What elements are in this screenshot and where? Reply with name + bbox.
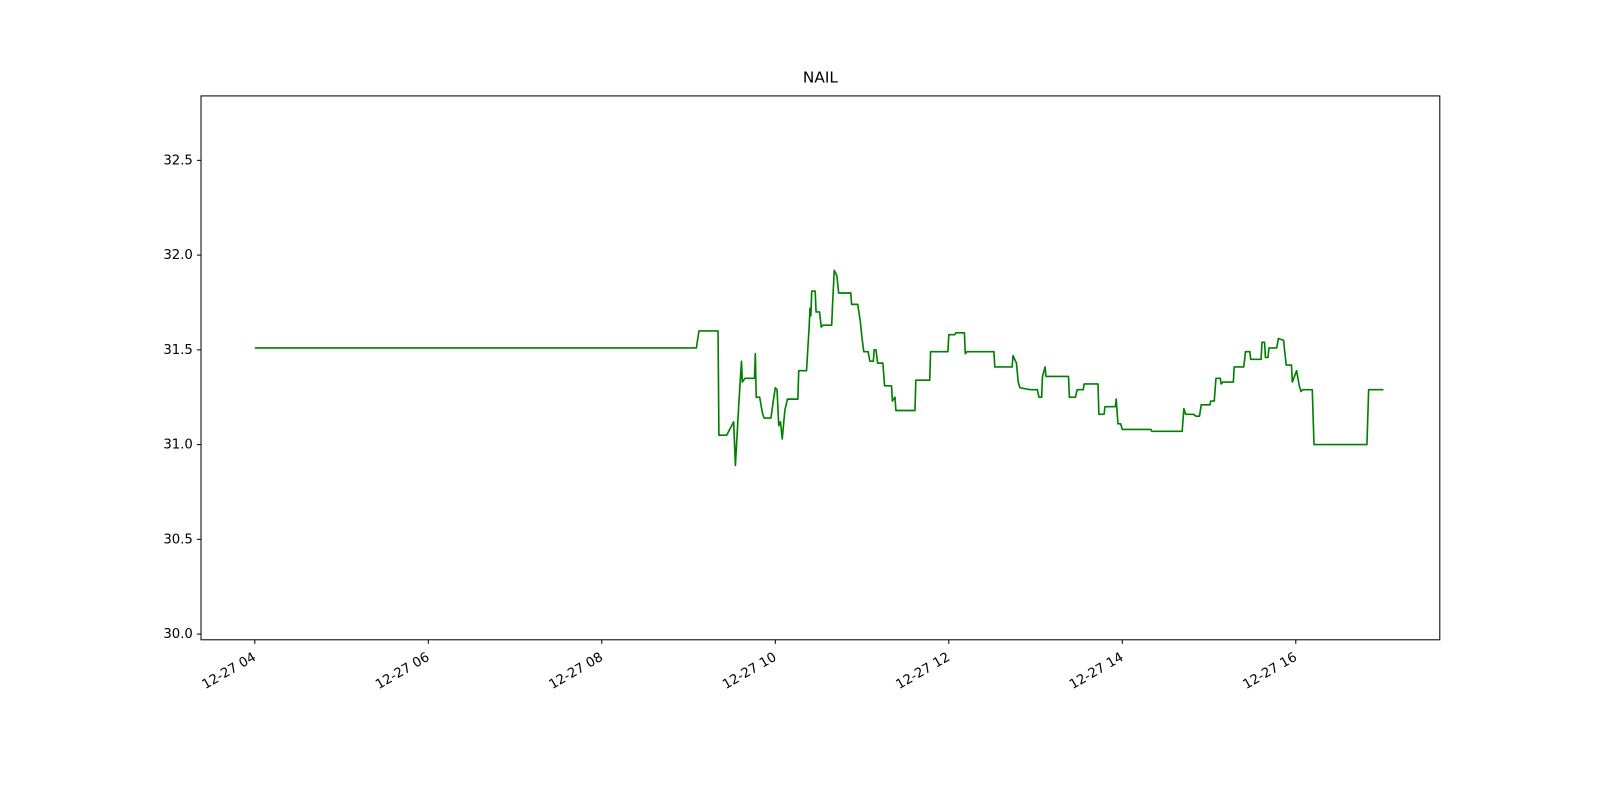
y-tick-label: 30.0 xyxy=(163,627,193,642)
x-tick-label: 12-27 08 xyxy=(547,650,606,693)
line-series xyxy=(254,269,1384,467)
x-tick-label: 12-27 14 xyxy=(1067,650,1126,693)
x-tick-label: 12-27 10 xyxy=(720,650,779,693)
y-tick-label: 32.0 xyxy=(163,248,193,263)
x-tick-label: 12-27 16 xyxy=(1241,650,1300,693)
y-tick-label: 31.5 xyxy=(163,343,193,358)
y-tick-label: 30.5 xyxy=(163,532,193,547)
plot-frame xyxy=(200,95,1441,641)
x-tick-label: 12-27 04 xyxy=(200,650,259,693)
x-tick-label: 12-27 06 xyxy=(373,650,432,693)
x-tick-label: 12-27 12 xyxy=(894,650,953,693)
chart-title: NAIL xyxy=(803,69,838,87)
y-tick-label: 32.5 xyxy=(163,153,193,168)
y-tick-label: 31.0 xyxy=(163,438,193,453)
